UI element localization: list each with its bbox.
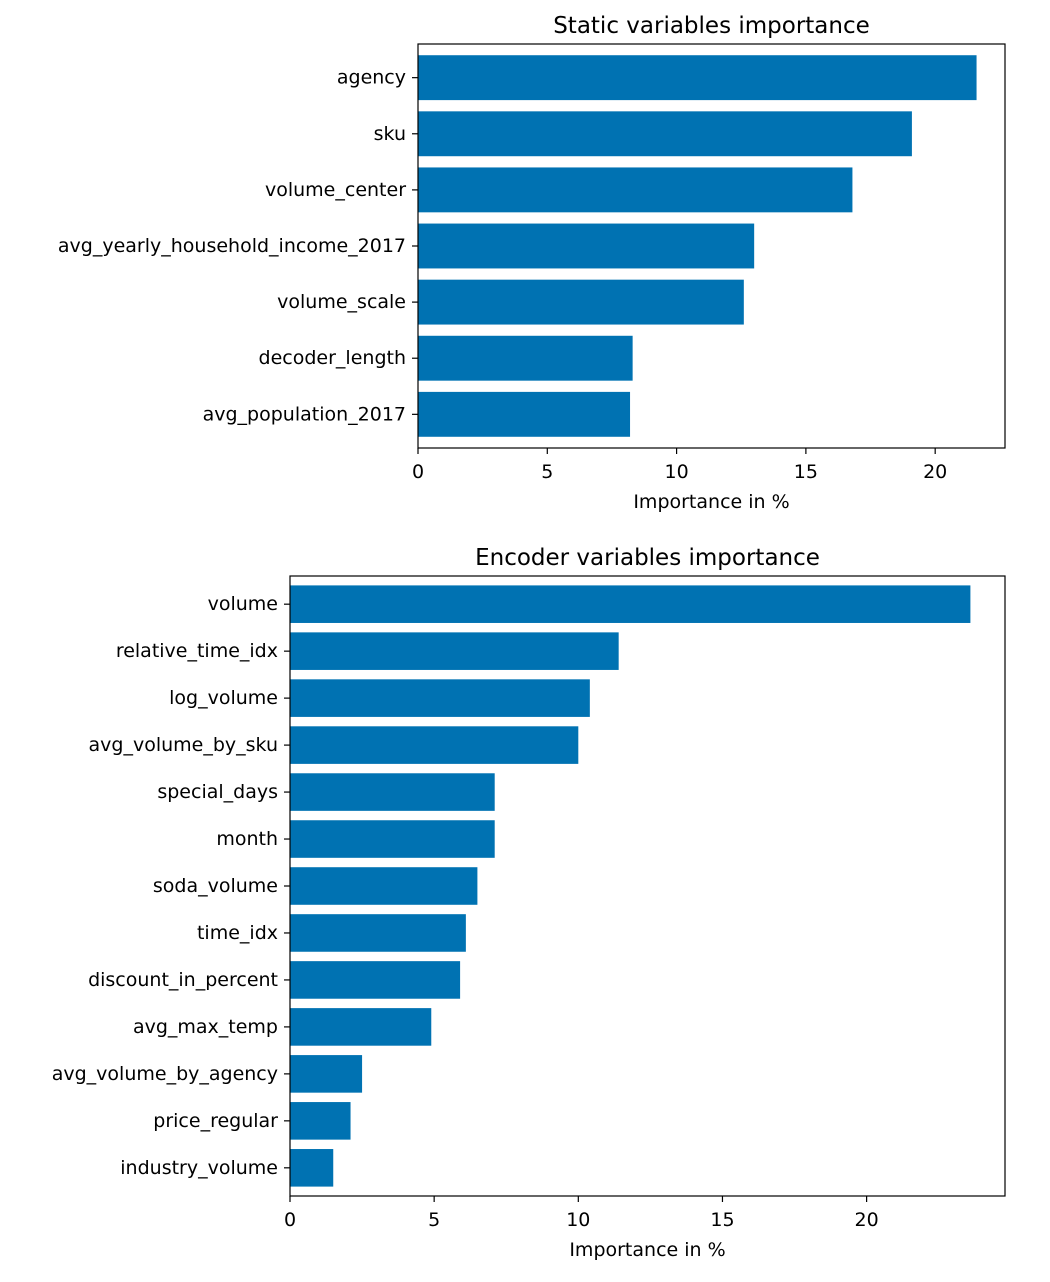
static-x-tick-label: 20 [923, 461, 947, 483]
static-x-tick-label: 10 [664, 461, 688, 483]
encoder-chart-title: Encoder variables importance [475, 545, 820, 571]
encoder-x-tick-label: 0 [284, 1209, 296, 1231]
encoder-y-tick-label: avg_volume_by_agency [52, 1063, 278, 1085]
encoder-y-tick-label: volume [208, 593, 278, 615]
encoder-bar-soda-volume [290, 867, 478, 905]
static-bar-agency [418, 55, 977, 101]
encoder-bar-discount-in-percent [290, 961, 461, 999]
static-x-tick-label: 5 [541, 461, 553, 483]
encoder-y-tick-label: time_idx [197, 922, 278, 944]
encoder-x-tick-label: 10 [566, 1209, 590, 1231]
encoder-y-tick-label: soda_volume [153, 875, 278, 897]
encoder-y-tick-label: price_regular [153, 1110, 278, 1132]
encoder-bar-log-volume [290, 679, 590, 717]
static-importance-chart: Static variables importance agency sku volu… [58, 13, 1006, 513]
encoder-bar-avg-volume-by-sku [290, 726, 579, 764]
encoder-y-tick-label: industry_volume [120, 1157, 278, 1179]
static-bar-decoder-length [418, 335, 633, 381]
static-bar-volume-scale [418, 279, 744, 325]
encoder-y-tick-label: special_days [157, 781, 278, 803]
static-y-tick-label: agency [337, 67, 406, 89]
static-chart-title: Static variables importance [553, 13, 870, 39]
encoder-bar-month [290, 820, 495, 858]
encoder-bar-avg-volume-by-agency [290, 1055, 363, 1093]
encoder-y-tick-label: month [216, 828, 278, 850]
encoder-bar-industry-volume [290, 1149, 334, 1187]
static-y-tick-label: volume_center [265, 179, 406, 201]
encoder-y-tick-label: log_volume [169, 687, 278, 709]
encoder-y-tick-label: discount_in_percent [88, 969, 278, 991]
encoder-importance-chart: Encoder variables importance volume relati… [52, 545, 1006, 1261]
encoder-bar-price-regular [290, 1102, 351, 1140]
static-y-tick-label: volume_scale [277, 291, 406, 313]
encoder-x-tick-label: 5 [428, 1209, 440, 1231]
static-y-tick-label: avg_yearly_household_income_2017 [58, 235, 406, 257]
static-bar-volume-center [418, 167, 853, 213]
encoder-bar-time-idx [290, 914, 466, 952]
encoder-bar-relative-time-idx [290, 632, 619, 670]
static-bar-avg-population-2017 [418, 391, 631, 437]
static-bar-sku [418, 111, 912, 157]
encoder-x-axis-label: Importance in % [569, 1239, 725, 1261]
static-bar-avg-yearly-household-income-2017 [418, 223, 755, 269]
encoder-x-tick-label: 20 [855, 1209, 879, 1231]
static-x-axis-label: Importance in % [633, 491, 789, 513]
static-y-tick-label: decoder_length [259, 347, 406, 369]
static-y-tick-label: sku [374, 123, 406, 145]
encoder-y-tick-label: relative_time_idx [116, 640, 278, 662]
encoder-x-tick-label: 15 [710, 1209, 734, 1231]
encoder-bar-avg-max-temp [290, 1008, 432, 1046]
static-x-tick-label: 0 [412, 461, 424, 483]
encoder-y-tick-label: avg_max_temp [133, 1016, 278, 1038]
encoder-bar-special-days [290, 773, 495, 811]
encoder-bar-volume [290, 585, 971, 623]
encoder-y-tick-label: avg_volume_by_sku [89, 734, 279, 756]
static-x-tick-label: 15 [794, 461, 818, 483]
static-y-tick-label: avg_population_2017 [203, 403, 406, 425]
